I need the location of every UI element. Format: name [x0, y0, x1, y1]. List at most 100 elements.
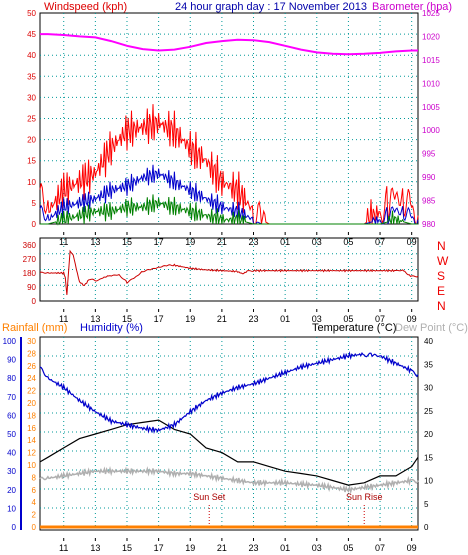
humidity-y-tick-label: 70 — [7, 393, 16, 402]
x-tick-label: 19 — [185, 314, 195, 324]
wind-y-tick-label: 30 — [27, 93, 36, 102]
barometer-y-tick-label: 985 — [422, 197, 436, 206]
rainfall-y-tick-label: 6 — [32, 486, 37, 495]
humidity-axis-label: Humidity (%) — [80, 322, 143, 334]
direction-y-tick-label: 0 — [32, 297, 37, 306]
temperature-axis-label: Temperature (°C) — [312, 322, 396, 334]
rainfall-y-tick-label: 24 — [27, 374, 36, 383]
sun-annotations: Sun Set Sun Rise — [193, 492, 382, 527]
humidity-y-tick-label: 40 — [7, 449, 16, 458]
direction-y-tick-label: 360 — [23, 241, 37, 250]
rainfall-y-tick-label: 12 — [27, 449, 36, 458]
rainfall-y-tick-label: 26 — [27, 362, 36, 371]
temperature-y-ticks: 0 5 10 15 20 25 30 35 40 — [424, 337, 433, 532]
rainfall-y-tick-label: 0 — [32, 523, 37, 532]
x-tick-label: 21 — [217, 314, 227, 324]
wind-y-ticks: 0 5 10 15 20 25 30 35 40 45 50 — [27, 9, 36, 229]
rainfall-y-tick-label: 28 — [27, 349, 36, 358]
barometer-y-tick-label: 990 — [422, 173, 436, 182]
x-tick-label: 03 — [312, 314, 322, 324]
compass-label: S — [437, 269, 445, 283]
humidity-y-tick-label: 0 — [12, 523, 17, 532]
temperature-y-tick-label: 20 — [424, 430, 433, 439]
average-series-line — [39, 164, 419, 225]
direction-y-tick-label: 90 — [27, 283, 36, 292]
direction-y-tick-label: 180 — [23, 269, 37, 278]
rainfall-y-tick-label: 18 — [27, 411, 36, 420]
humidity-y-tick-label: 90 — [7, 356, 16, 365]
x-tick-label: 11 — [59, 543, 68, 553]
humidity-series-line — [39, 350, 419, 434]
barometer-y-tick-label: 1000 — [422, 126, 440, 135]
temperature-y-tick-label: 40 — [424, 337, 433, 346]
humidity-y-tick-label: 60 — [7, 411, 16, 420]
sun-annotation-label: Sun Rise — [346, 492, 383, 502]
humidity-y-ticks: 0 10 20 30 40 50 60 70 80 90 100 — [3, 337, 17, 532]
x-tick-label: 13 — [90, 314, 100, 324]
compass-label: N — [437, 299, 446, 313]
wind-x-ticks: 11 13 15 17 19 21 23 01 03 05 07 09 — [59, 232, 417, 247]
direction-y-ticks: 0 90 180 270 360 — [23, 241, 37, 306]
temperature-y-tick-label: 10 — [424, 477, 433, 486]
barometer-y-tick-label: 995 — [422, 150, 436, 159]
rainfall-axis-label: Rainfall (mm) — [2, 322, 67, 334]
gust-series-line — [39, 104, 419, 225]
dewpoint-axis-label: Dew Point (°C) — [395, 322, 468, 334]
barometer-y-ticks: 980 985 990 995 1000 1005 1010 1015 1020 1025 — [422, 9, 440, 229]
x-tick-label: 15 — [122, 543, 132, 553]
lull-series-line — [40, 194, 418, 226]
humidity-y-tick-label: 80 — [7, 374, 16, 383]
wind-y-tick-label: 5 — [32, 199, 37, 208]
direction-y-tick-label: 270 — [23, 255, 37, 264]
wind-y-tick-label: 25 — [27, 115, 36, 124]
humidity-y-tick-label: 30 — [7, 467, 16, 476]
direction-series-line — [39, 249, 419, 295]
wind-axis-label: Windspeed (kph) — [44, 1, 127, 13]
wind-panel: Windspeed (kph) 24 hour graph day : 17 N… — [27, 1, 452, 247]
wind-y-tick-label: 45 — [27, 30, 36, 39]
wind-grid — [40, 13, 418, 224]
humidity-y-tick-label: 20 — [7, 486, 16, 495]
barometer-series-line — [40, 33, 418, 56]
sun-annotation-label: Sun Set — [193, 492, 226, 502]
compass-label: E — [437, 284, 445, 298]
climate-panel: Rainfall (mm) Humidity (%) Temperature (… — [2, 322, 468, 553]
x-tick-label: 21 — [217, 543, 227, 553]
x-tick-label: 09 — [407, 314, 417, 324]
humidity-y-tick-label: 100 — [3, 337, 17, 346]
direction-series — [39, 249, 419, 295]
x-tick-label: 01 — [280, 314, 290, 324]
humidity-y-tick-label: 50 — [7, 430, 16, 439]
x-tick-label: 17 — [154, 543, 164, 553]
x-tick-label: 01 — [280, 543, 290, 553]
barometer-y-tick-label: 1025 — [422, 9, 440, 18]
temperature-y-tick-label: 0 — [424, 523, 429, 532]
climate-x-ticks: 11 13 15 17 19 21 23 01 03 05 07 09 — [59, 538, 417, 553]
x-tick-label: 15 — [122, 314, 132, 324]
barometer-axis-label: Barometer (hpa) — [372, 1, 452, 13]
wind-series — [39, 33, 419, 226]
rainfall-y-tick-label: 2 — [32, 511, 37, 520]
x-tick-label: 23 — [249, 543, 259, 553]
rainfall-y-tick-label: 10 — [27, 461, 36, 470]
x-tick-label: 23 — [249, 314, 259, 324]
x-tick-label: 17 — [154, 314, 164, 324]
temperature-y-tick-label: 35 — [424, 360, 433, 369]
barometer-y-tick-label: 1005 — [422, 103, 440, 112]
chart-title: 24 hour graph day : 17 November 2013 — [175, 1, 367, 13]
temperature-y-tick-label: 5 — [424, 500, 429, 509]
x-tick-label: 07 — [375, 314, 385, 324]
barometer-y-tick-label: 1015 — [422, 56, 440, 65]
x-tick-label: 05 — [343, 314, 353, 324]
wind-y-tick-label: 15 — [27, 157, 36, 166]
compass-label: N — [437, 239, 446, 253]
direction-x-ticks: 11 13 15 17 19 21 23 01 03 05 07 09 — [59, 309, 417, 324]
climate-plot-frame — [39, 336, 419, 531]
wind-y-tick-label: 40 — [27, 51, 36, 60]
wind-y-tick-label: 0 — [32, 220, 37, 229]
temperature-y-tick-label: 25 — [424, 407, 433, 416]
